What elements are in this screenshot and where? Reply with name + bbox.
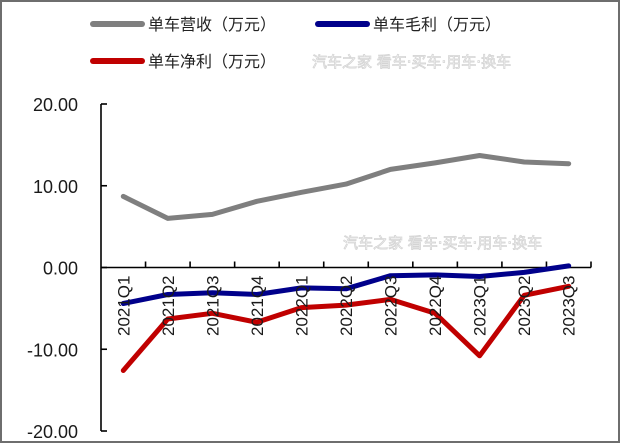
legend-item-revenue: 单车营收（万元） [90, 15, 276, 34]
x-tick-label: 2023Q3 [560, 276, 579, 337]
y-tick-label: -20.00 [27, 422, 78, 442]
revenue-line [120, 153, 572, 221]
x-tick-label: 2022Q2 [337, 276, 356, 337]
y-tick-label: 20.00 [33, 95, 78, 115]
y-tick-label: 10.00 [33, 177, 78, 197]
watermark-middle: 汽车之家 看车·买车·用车·换车 [343, 234, 542, 252]
x-axis-labels: 2021Q1 2021Q2 2021Q3 2021Q4 2022Q1 2022Q2 2022… [114, 276, 578, 337]
legend-label-revenue: 单车营收（万元） [148, 15, 276, 34]
x-tick-label: 2022Q1 [292, 276, 311, 337]
x-tick-label: 2022Q4 [426, 276, 445, 337]
x-tick-label: 2022Q3 [382, 276, 401, 337]
x-axis [101, 261, 592, 269]
gross-profit-line [120, 263, 572, 306]
x-tick-label: 2021Q3 [203, 276, 222, 337]
y-tick-label: -10.00 [27, 340, 78, 360]
x-tick-label: 2021Q2 [159, 276, 178, 337]
series-lines [120, 153, 572, 373]
legend-item-net-profit: 单车净利（万元） [90, 52, 276, 71]
x-tick-label: 2023Q2 [515, 276, 534, 337]
legend-label-gross-profit: 单车毛利（万元） [373, 15, 501, 34]
legend-item-gross-profit: 单车毛利（万元） [315, 15, 501, 34]
y-tick-label: 0.00 [43, 259, 78, 279]
x-tick-label: 2023Q1 [471, 276, 490, 337]
x-tick-label: 2021Q1 [114, 276, 133, 337]
net-profit-line [120, 283, 572, 373]
y-axis: 20.00 10.00 0.00 -10.00 -20.00 [27, 95, 107, 442]
legend-label-net-profit: 单车净利（万元） [148, 52, 276, 71]
watermark-top: 汽车之家 看车·买车·用车·换车 [312, 53, 511, 71]
x-tick-label: 2021Q4 [248, 276, 267, 337]
legend: 单车营收（万元） 单车毛利（万元） 单车净利（万元） [90, 15, 501, 71]
